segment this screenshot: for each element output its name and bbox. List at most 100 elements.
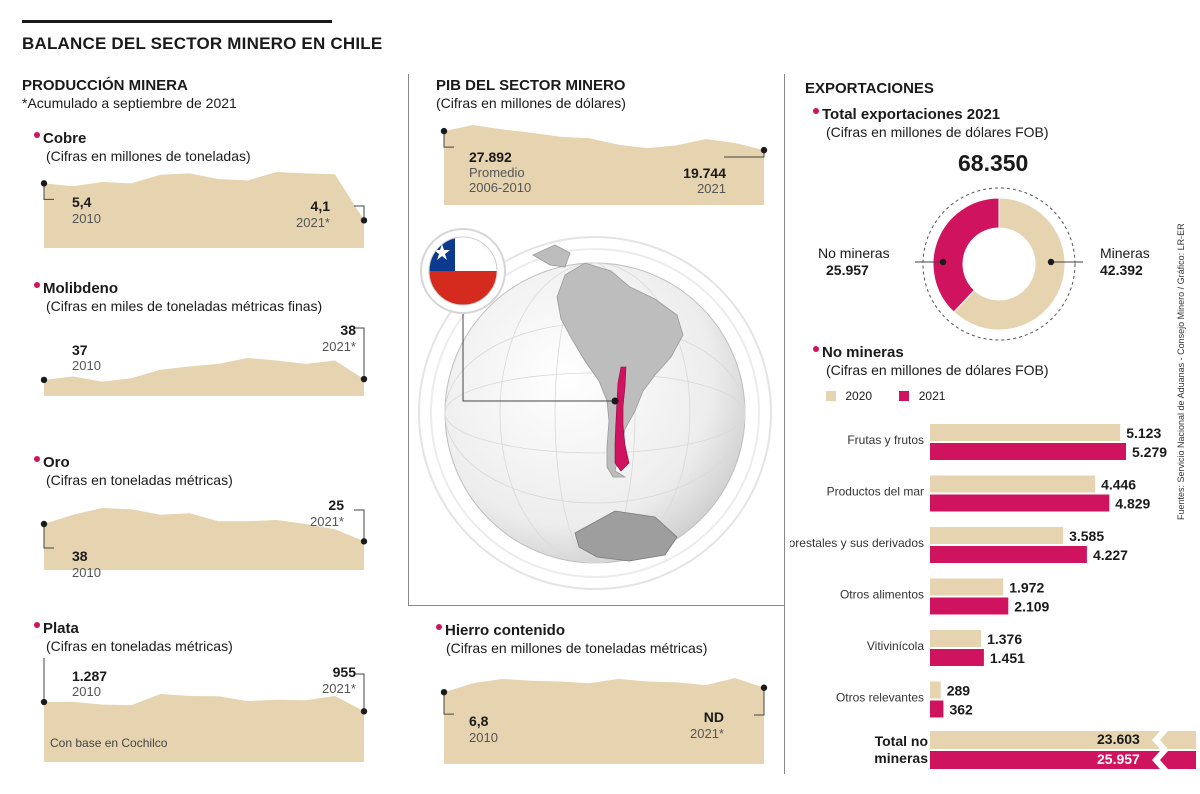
panel-name: Oro [43,454,70,471]
donut-dashed-ring [922,187,1076,341]
value-label-2020: 3.585 [1069,528,1104,544]
start-dot [40,180,48,187]
produccion-heading: PRODUCCIÓN MINERA [22,77,188,94]
bullet-icon [436,624,442,631]
bullet-icon [34,622,40,629]
category-label: Forestales y sus derivados [790,536,924,550]
start-leader [443,692,454,715]
end-year: 2021 [697,181,726,196]
area-chart [440,678,768,764]
central-america [532,244,571,268]
end-year: 2021* [322,339,356,354]
top-rule [22,20,332,23]
bar-2021 [930,494,1110,512]
callout-dot [611,397,619,405]
start-value: 1.287 [72,668,108,684]
panel-name: Molibdeno [43,280,118,297]
start-value: 5,4 [72,194,92,210]
end-leader [354,327,365,380]
panel-oro: Oro (Cifras en toneladas métricas) 38 20… [22,452,382,580]
start-dot [40,376,48,384]
pib-heading: PIB DEL SECTOR MINERO [436,77,626,94]
end-value: 955 [332,664,356,680]
total-2021-value: 25.957 [1097,751,1140,767]
total-row-bars [930,731,1196,769]
mineras-label: Mineras [1100,245,1150,261]
end-dot [360,538,368,545]
start-dot [440,127,448,135]
panel-units: (Cifras en toneladas métricas) [46,472,233,488]
callout-line [462,305,615,402]
area-chart [40,172,368,248]
end-year: 2021* [310,514,344,529]
value-label-2020: 289 [947,683,971,699]
start-leader [43,183,54,200]
value-label-2021: 4.227 [1093,547,1128,563]
start-year: 2010 [72,565,101,580]
bar-2020 [930,475,1096,493]
no-mineras-label: No mineras [818,245,890,261]
panel-pib: PIB DEL SECTOR MINERO (Cifras en millone… [436,77,776,207]
no-mineras-value: 25.957 [826,262,869,278]
panel-units: (Cifras en millones de toneladas) [46,148,251,164]
bullet-icon [813,108,819,115]
area-fill [444,125,764,205]
category-label: Frutas y frutos [847,433,924,447]
bar-chart: Frutas y frutos 5.123 5.279 Productos del m… [790,424,1167,718]
chile-map [614,366,630,472]
start-value: 27.892 [469,149,512,165]
nm-title: No mineras [822,344,904,361]
legend-swatch-2020 [826,390,836,401]
area-fill [44,172,364,248]
source-note: Fuentes: Servicio Nacional de Aduanas - … [1176,223,1186,520]
total-title: Total exportaciones 2021 [822,106,1001,123]
value-label-2020: 1.972 [1009,580,1044,596]
legend: 2020 2021 [826,388,945,403]
bar-2021 [930,443,1126,460]
end-value: ND [703,709,724,725]
produccion-note: *Acumulado a septiembre de 2021 [22,95,237,111]
start-leader [43,524,54,549]
panel-molibdeno: Molibdeno (Cifras en miles de toneladas … [22,278,382,408]
start-value: 37 [72,342,88,358]
bullet-icon [34,456,40,463]
export-heading: EXPORTACIONES [805,80,934,97]
bar-2021 [930,597,1009,615]
value-label-2021: 1.451 [990,650,1025,666]
area-fill [44,358,364,396]
total-row-label: Total no mineras [850,733,928,767]
category-label: Otros relevantes [836,691,924,705]
end-dot [360,708,368,715]
end-dot [360,375,368,383]
value-label-2021: 362 [949,702,973,718]
legend-swatch-2021 [899,390,910,401]
donut-slice-no-mineras [932,197,1000,313]
panel-name: Hierro contenido [445,622,566,639]
globe-map [418,228,772,590]
panel-plata: Plata (Cifras en toneladas métricas) 1.2… [22,618,382,764]
end-value: 38 [340,322,356,338]
bullet-icon [34,132,40,139]
end-leader [354,205,365,221]
category-label: Otros alimentos [840,588,924,602]
globe-ring-inner [430,248,760,578]
end-dot [360,217,368,224]
chile-flag-icon [420,228,506,314]
area-chart [40,508,368,570]
end-value: 19.744 [683,165,726,181]
category-label: Productos del mar [827,485,924,499]
end-leader [354,673,365,712]
end-year: 2021* [690,726,724,741]
divider-left [408,74,409,606]
bar-2020 [930,681,941,699]
end-value: 25 [328,497,344,513]
start-value: 6,8 [469,713,489,729]
start-year: 2010 [72,211,101,226]
bar-2021 [930,649,984,666]
total-bar-2021-break [1152,751,1168,769]
area-fill [44,694,364,762]
panel-cobre: Cobre (Cifras en millones de toneladas) … [22,128,382,256]
area-fill [44,508,364,570]
panel-units: (Cifras en miles de toneladas métricas f… [46,298,323,314]
start-year: 2010 [72,684,101,699]
